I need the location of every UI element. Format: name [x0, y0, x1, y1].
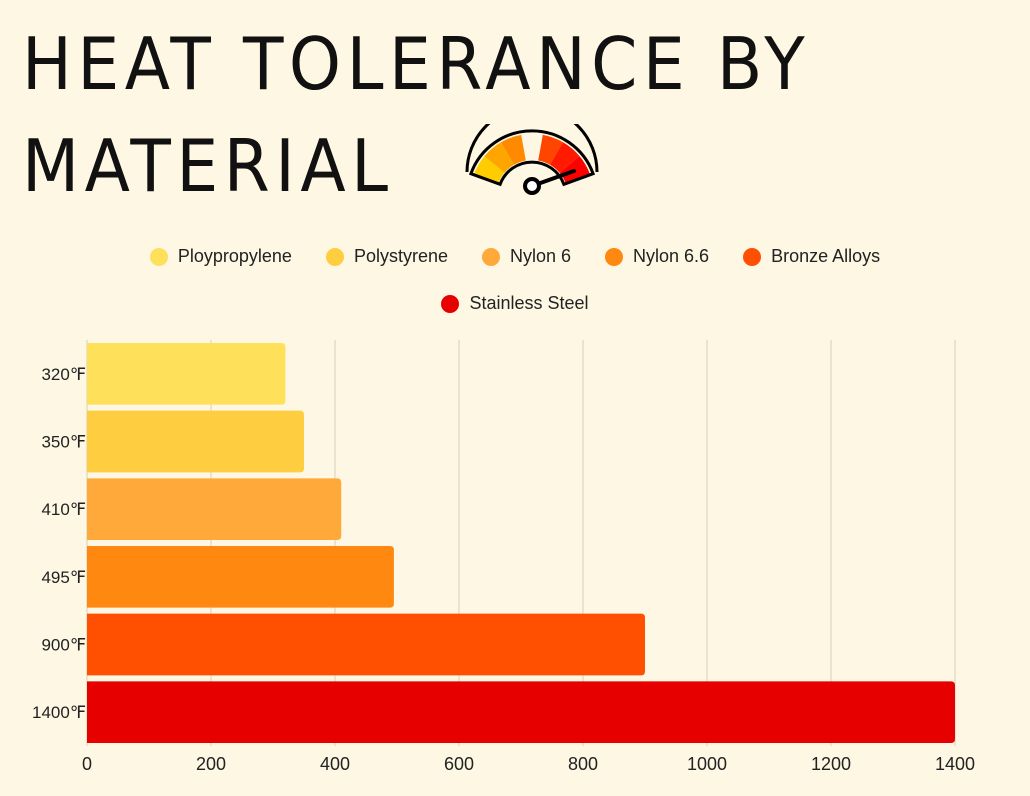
temperature-gauge-icon: [465, 124, 599, 195]
legend-item[interactable]: Nylon 6.6: [605, 246, 709, 267]
legend-row-2: Stainless Steel: [0, 293, 1030, 314]
y-tick-label: 350℉: [41, 433, 86, 452]
bar-nylon-6-6[interactable]: [87, 546, 394, 608]
gauge-segment: [484, 142, 514, 173]
legend-label: Ploypropylene: [177, 246, 292, 266]
legend-item[interactable]: Nylon 6: [481, 246, 572, 267]
x-tick-label: 1400: [935, 754, 975, 774]
gauge-segment: [550, 142, 580, 173]
legend-item[interactable]: Bronze Alloys: [743, 246, 880, 267]
y-tick-label: 1400℉: [32, 703, 86, 722]
legend-swatch: [325, 247, 344, 266]
legend-swatch: [743, 247, 762, 266]
x-tick-label: 1000: [687, 754, 727, 774]
legend-row-1: Ploypropylene Polystyrene Nylon 6 Nylon 6.6…: [0, 246, 1030, 267]
y-tick-label: 900℉: [41, 636, 86, 655]
y-tick-label: 495℉: [41, 568, 86, 587]
x-tick-label: 600: [444, 754, 474, 774]
legend-item[interactable]: Ploypropylene: [149, 246, 292, 267]
legend-item[interactable]: Stainless Steel: [441, 293, 589, 314]
legend-label: Nylon 6: [509, 246, 572, 266]
x-tick-label: 200: [196, 754, 226, 774]
y-tick-label: 320℉: [41, 365, 86, 384]
legend-label: Polystyrene: [353, 246, 448, 266]
title-line-2: MATERIAL: [22, 124, 394, 208]
legend-label: Bronze Alloys: [771, 246, 881, 266]
legend-item[interactable]: Polystyrene: [325, 246, 448, 267]
bar-nylon-6[interactable]: [87, 478, 342, 540]
x-tick-label: 1200: [811, 754, 851, 774]
gauge-segment: [538, 134, 563, 165]
legend-swatch: [441, 294, 460, 313]
bar-bronze-alloys[interactable]: [87, 613, 645, 676]
x-tick-label: 800: [568, 754, 598, 774]
legend-swatch: [481, 247, 500, 266]
bar-polystyrene[interactable]: [87, 410, 304, 473]
legend-label: Stainless Steel: [469, 293, 589, 313]
legend-label: Nylon 6.6: [633, 246, 710, 266]
y-tick-label: 410℉: [41, 500, 86, 519]
legend-swatch: [149, 247, 168, 266]
x-tick-label: 0: [82, 754, 92, 774]
bar-stainless-steel[interactable]: [87, 681, 955, 743]
x-tick-label: 400: [320, 754, 350, 774]
gauge-segment: [501, 134, 526, 165]
legend-swatch: [605, 247, 624, 266]
bar-ploypropylene[interactable]: [87, 343, 286, 405]
title-line-1: HEAT TOLERANCE BY: [22, 22, 811, 106]
